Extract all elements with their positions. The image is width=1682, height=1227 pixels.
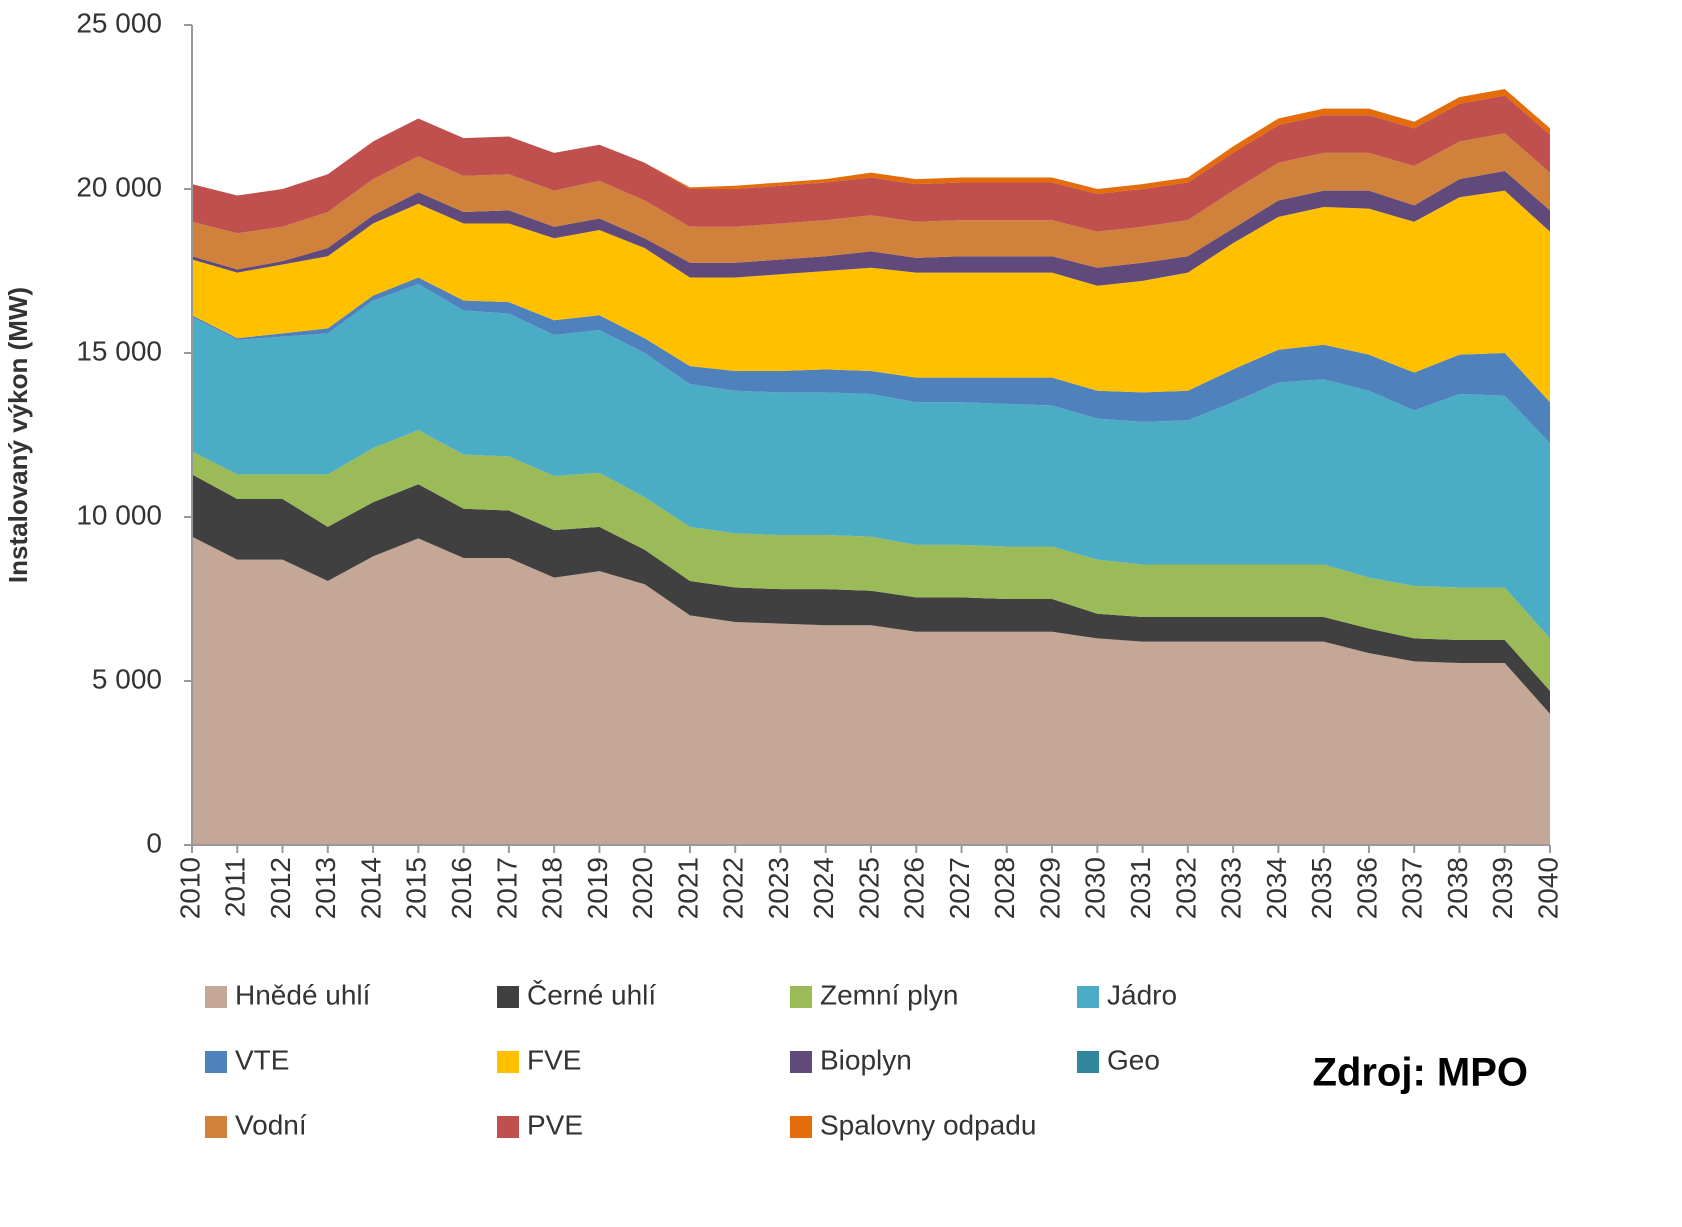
x-tick-label: 2033: [1216, 857, 1247, 919]
x-tick-label: 2035: [1306, 857, 1337, 919]
y-tick-label: 0: [146, 827, 162, 858]
legend-swatch: [790, 1051, 812, 1073]
x-tick-label: 2016: [446, 857, 477, 919]
x-tick-label: 2039: [1487, 857, 1518, 919]
annotation: Zdroj: MPO: [1312, 1051, 1528, 1095]
x-tick-label: 2015: [401, 857, 432, 919]
legend-label: Jádro: [1107, 979, 1177, 1010]
legend-swatch: [790, 1116, 812, 1138]
legend-label: Černé uhlí: [527, 979, 656, 1010]
area: [192, 170, 1550, 286]
area: [192, 88, 1550, 196]
x-tick-label: 2020: [627, 857, 658, 919]
legend-swatch: [205, 1051, 227, 1073]
legend-label: Vodní: [235, 1109, 307, 1140]
x-tick-label: 2037: [1397, 857, 1428, 919]
legend-label: FVE: [527, 1044, 581, 1075]
x-tick-label: 2013: [310, 857, 341, 919]
y-tick-label: 10 000: [76, 499, 162, 530]
area: [192, 536, 1550, 845]
x-tick-label: 2021: [672, 857, 703, 919]
area: [192, 95, 1550, 234]
x-tick-label: 2028: [989, 857, 1020, 919]
legend-label: Zemní plyn: [820, 979, 959, 1010]
legend-swatch: [497, 1051, 519, 1073]
x-tick-label: 2040: [1532, 857, 1563, 919]
legend-swatch: [790, 986, 812, 1008]
x-tick-label: 2034: [1261, 857, 1292, 919]
x-tick-label: 2030: [1080, 857, 1111, 919]
x-tick-label: 2036: [1351, 857, 1382, 919]
x-tick-label: 2038: [1442, 857, 1473, 919]
x-tick-label: 2027: [944, 857, 975, 919]
y-tick-label: 5 000: [92, 663, 162, 694]
legend-label: PVE: [527, 1109, 583, 1140]
legend-swatch: [1077, 986, 1099, 1008]
legend-swatch: [205, 986, 227, 1008]
x-tick-label: 2011: [220, 857, 251, 917]
area: [192, 474, 1550, 714]
x-tick-label: 2029: [1034, 857, 1065, 919]
x-tick-label: 2022: [718, 857, 749, 919]
x-tick-label: 2032: [1170, 857, 1201, 919]
x-tick-label: 2025: [853, 857, 884, 919]
x-tick-label: 2010: [174, 857, 205, 919]
legend-label: Geo: [1107, 1044, 1160, 1075]
y-tick-label: 15 000: [76, 335, 162, 366]
x-tick-label: 2024: [808, 857, 839, 919]
x-tick-label: 2018: [537, 857, 568, 919]
legend-label: VTE: [235, 1044, 289, 1075]
x-tick-label: 2026: [899, 857, 930, 919]
x-tick-label: 2014: [355, 857, 386, 919]
legend-swatch: [497, 1116, 519, 1138]
legend-label: Spalovny odpadu: [820, 1109, 1036, 1140]
legend-swatch: [497, 986, 519, 1008]
x-tick-label: 2031: [1125, 857, 1156, 919]
area: [192, 277, 1550, 444]
x-tick-label: 2012: [265, 857, 296, 919]
y-tick-label: 25 000: [76, 7, 162, 38]
legend-label: Bioplyn: [820, 1044, 912, 1075]
x-tick-label: 2023: [763, 857, 794, 919]
area: [192, 430, 1550, 691]
y-axis-label: Instalovaný výkon (MW): [3, 287, 33, 583]
x-tick-label: 2017: [491, 857, 522, 919]
y-tick-label: 20 000: [76, 171, 162, 202]
legend-label: Hnědé uhlí: [235, 979, 371, 1010]
legend-swatch: [1077, 1051, 1099, 1073]
area: [192, 284, 1550, 639]
legend-swatch: [205, 1116, 227, 1138]
area: [192, 190, 1550, 403]
area: [192, 133, 1550, 270]
x-tick-label: 2019: [582, 857, 613, 919]
